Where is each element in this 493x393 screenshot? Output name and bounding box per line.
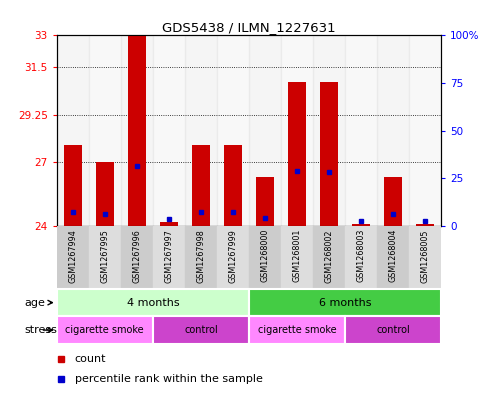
Bar <box>96 162 113 226</box>
Bar <box>217 226 249 289</box>
Text: GSM1268003: GSM1268003 <box>356 229 366 283</box>
Bar <box>409 226 441 289</box>
Bar <box>281 35 313 226</box>
Bar <box>320 82 338 226</box>
Bar <box>377 35 409 226</box>
Text: control: control <box>376 325 410 335</box>
Bar <box>192 145 210 226</box>
Bar <box>345 316 441 344</box>
Text: percentile rank within the sample: percentile rank within the sample <box>75 374 263 384</box>
Text: GSM1268002: GSM1268002 <box>324 229 334 283</box>
Bar <box>89 226 121 289</box>
Bar <box>249 226 281 289</box>
Text: GSM1268005: GSM1268005 <box>421 229 430 283</box>
Bar <box>121 35 153 226</box>
Text: GSM1268001: GSM1268001 <box>292 229 302 283</box>
Bar <box>57 35 89 226</box>
Bar <box>385 177 402 226</box>
Text: 6 months: 6 months <box>319 298 371 308</box>
Bar <box>256 177 274 226</box>
Bar <box>249 316 345 344</box>
Bar <box>352 224 370 226</box>
Text: cigarette smoke: cigarette smoke <box>66 325 144 335</box>
Text: cigarette smoke: cigarette smoke <box>258 325 336 335</box>
Text: GSM1268000: GSM1268000 <box>260 229 270 283</box>
Text: GSM1267994: GSM1267994 <box>68 229 77 283</box>
Bar <box>249 289 441 316</box>
Bar <box>281 226 313 289</box>
Bar <box>153 35 185 226</box>
Text: count: count <box>75 354 106 364</box>
Bar <box>160 222 177 226</box>
Bar <box>345 226 377 289</box>
Text: GSM1268004: GSM1268004 <box>388 229 398 283</box>
Bar <box>185 35 217 226</box>
Text: GSM1267997: GSM1267997 <box>164 229 174 283</box>
Text: 4 months: 4 months <box>127 298 179 308</box>
Bar <box>57 289 249 316</box>
Bar <box>313 226 345 289</box>
Text: GSM1267995: GSM1267995 <box>100 229 109 283</box>
Bar <box>89 35 121 226</box>
Bar <box>217 35 249 226</box>
Bar <box>64 145 81 226</box>
Bar <box>345 35 377 226</box>
Text: GSM1267996: GSM1267996 <box>132 229 141 283</box>
Bar <box>224 145 242 226</box>
Text: control: control <box>184 325 218 335</box>
Bar <box>128 35 145 226</box>
Bar <box>313 35 345 226</box>
Text: stress: stress <box>24 325 57 335</box>
Bar <box>409 35 441 226</box>
Text: GSM1267999: GSM1267999 <box>228 229 238 283</box>
Text: GSM1267998: GSM1267998 <box>196 229 206 283</box>
Text: age: age <box>24 298 52 308</box>
Bar <box>288 82 306 226</box>
Bar <box>185 226 217 289</box>
Bar <box>377 226 409 289</box>
Bar <box>57 226 89 289</box>
Bar <box>121 226 153 289</box>
Bar <box>153 316 249 344</box>
Bar <box>153 226 185 289</box>
Bar <box>57 316 153 344</box>
Bar <box>249 35 281 226</box>
Title: GDS5438 / ILMN_1227631: GDS5438 / ILMN_1227631 <box>162 21 336 34</box>
Bar <box>417 224 434 226</box>
